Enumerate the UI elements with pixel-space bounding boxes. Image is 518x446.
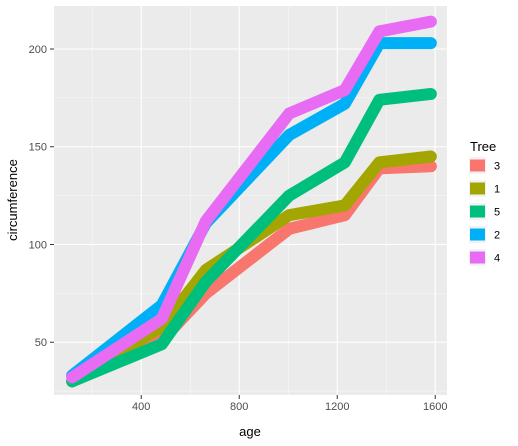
legend-label-tree-3: 3 xyxy=(494,161,500,173)
x-tick-label: 800 xyxy=(230,401,248,413)
y-tick-label: 200 xyxy=(29,44,47,56)
y-tick-label: 50 xyxy=(35,337,47,349)
series-lines xyxy=(66,15,437,388)
y-tick-label: 150 xyxy=(29,142,47,154)
x-axis: 400 800 1200 1600 xyxy=(132,395,447,413)
x-axis-title: age xyxy=(239,424,261,439)
panel-background xyxy=(54,6,447,395)
x-tick-label: 1600 xyxy=(423,401,447,413)
legend-label-tree-2: 2 xyxy=(494,230,500,242)
series-line-tree-4 xyxy=(66,15,437,384)
x-tick-label: 1200 xyxy=(325,401,349,413)
legend: Tree 3 1 5 2 4 xyxy=(469,139,500,266)
y-tick-label: 100 xyxy=(29,239,47,251)
legend-label-tree-5: 5 xyxy=(494,207,500,219)
y-axis: 50 100 150 200 xyxy=(29,44,54,349)
series-line-tree-1 xyxy=(66,150,437,388)
series-line-tree-5 xyxy=(66,87,437,388)
legend-label-tree-1: 1 xyxy=(494,184,500,196)
legend-label-tree-4: 4 xyxy=(494,253,500,265)
x-tick-label: 400 xyxy=(132,401,150,413)
legend-title: Tree xyxy=(470,139,496,154)
y-axis-title: circumference xyxy=(5,159,20,241)
